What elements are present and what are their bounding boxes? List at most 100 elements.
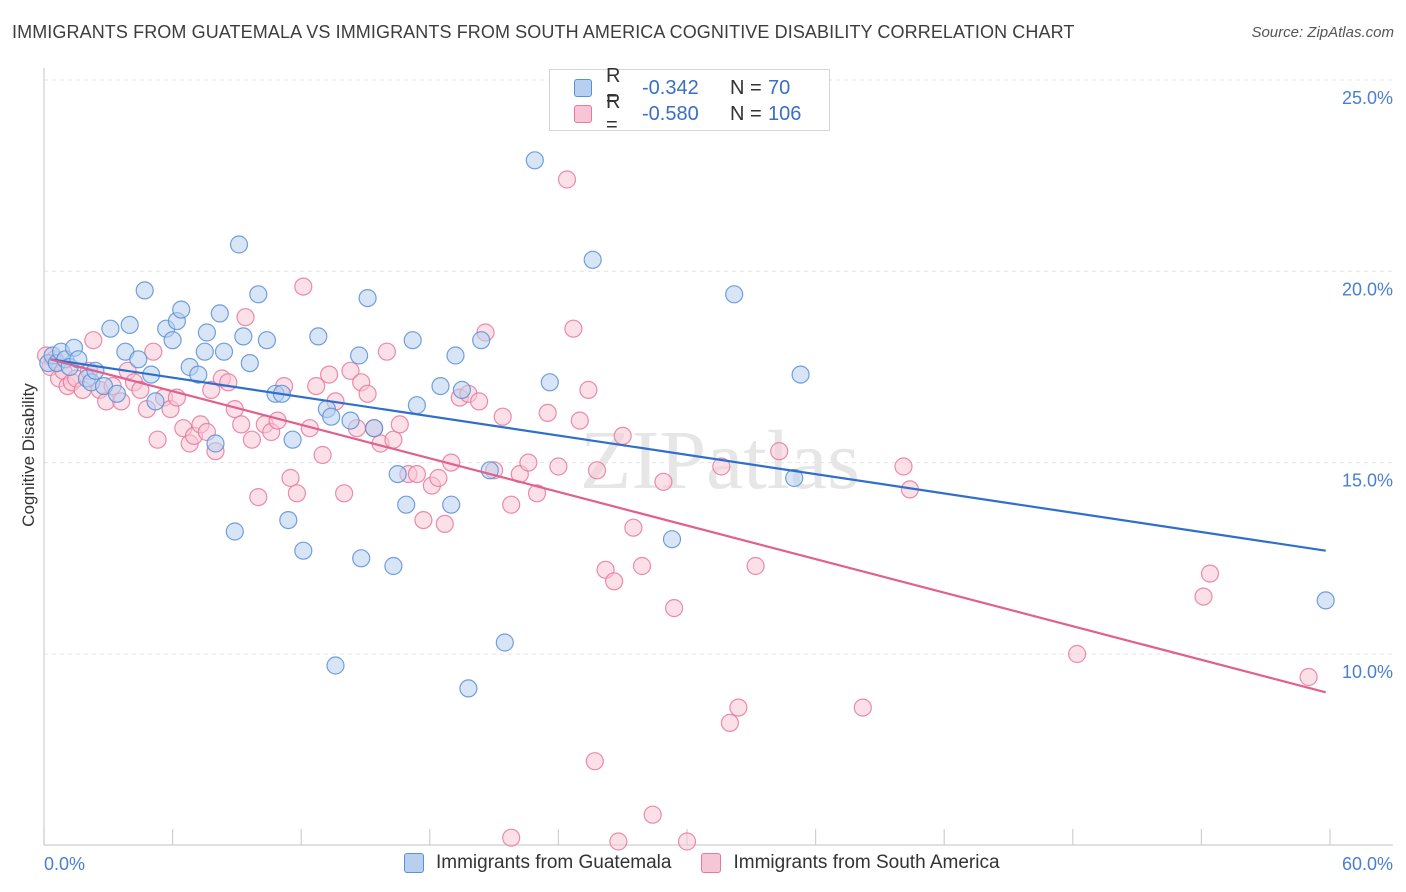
data-point xyxy=(172,300,191,319)
stats-row-guatemala: R = -0.342 N = 70 xyxy=(574,65,790,110)
data-point xyxy=(632,556,652,576)
data-point xyxy=(452,380,471,399)
r-label: R = xyxy=(606,91,621,136)
data-point xyxy=(388,465,407,484)
data-point xyxy=(146,392,165,411)
data-point xyxy=(662,530,682,549)
data-point xyxy=(770,442,789,461)
data-point xyxy=(403,331,422,350)
legend-swatch-blue xyxy=(404,853,424,873)
y-tick-label: 15.0% xyxy=(1342,471,1393,491)
data-point xyxy=(557,170,577,189)
data-point xyxy=(570,411,589,430)
data-point xyxy=(720,713,740,733)
data-point xyxy=(712,457,731,476)
data-point xyxy=(307,377,326,396)
data-point xyxy=(232,415,251,434)
data-point xyxy=(214,342,234,361)
data-point xyxy=(313,445,332,465)
data-point xyxy=(309,327,328,346)
data-point xyxy=(1299,667,1318,687)
stats-row-south-america: R = -0.580 N = 106 xyxy=(574,91,802,136)
data-point xyxy=(294,541,313,560)
data-point xyxy=(257,331,276,350)
data-point xyxy=(326,656,345,675)
data-point xyxy=(377,342,396,361)
data-point xyxy=(341,361,360,380)
legend-label: Immigrants from Guatemala xyxy=(436,852,672,873)
legend-item-guatemala: Immigrants from Guatemala xyxy=(404,852,671,874)
data-point xyxy=(664,598,684,618)
data-point xyxy=(197,323,216,342)
data-point xyxy=(654,472,673,491)
data-point xyxy=(414,510,433,530)
data-point xyxy=(446,346,465,365)
data-point xyxy=(219,373,238,392)
data-point xyxy=(1194,587,1213,606)
series-legend: Immigrants from Guatemala Immigrants fro… xyxy=(404,852,1030,874)
data-point xyxy=(135,281,154,300)
legend-swatch-pink xyxy=(574,105,592,123)
data-point xyxy=(283,430,302,449)
x-tick-label-max: 60.0% xyxy=(1342,854,1393,874)
data-point xyxy=(107,384,127,403)
data-point xyxy=(294,277,313,296)
data-point xyxy=(101,319,120,338)
data-point xyxy=(525,151,544,170)
data-point xyxy=(195,342,214,361)
data-point xyxy=(341,411,360,430)
data-point xyxy=(725,285,744,304)
chart-title: IMMIGRANTS FROM GUATEMALA VS IMMIGRANTS … xyxy=(12,22,1075,42)
data-point xyxy=(643,805,662,824)
series-south-america-points xyxy=(36,170,1318,851)
y-tick-labels: 10.0% 15.0% 20.0% 25.0% xyxy=(1342,88,1393,682)
data-point xyxy=(206,434,225,453)
data-point xyxy=(583,250,602,269)
data-point xyxy=(585,752,604,771)
data-point xyxy=(210,304,229,323)
data-point xyxy=(281,468,300,488)
data-point xyxy=(527,484,547,503)
data-point xyxy=(358,289,377,308)
data-point xyxy=(624,518,643,537)
data-point xyxy=(322,407,341,426)
data-point xyxy=(1316,591,1335,610)
data-point xyxy=(604,572,624,591)
data-point xyxy=(365,419,384,438)
data-point xyxy=(791,365,810,384)
n-label: N = xyxy=(730,102,762,125)
y-tick-label: 10.0% xyxy=(1342,662,1393,682)
trend-line-guatemala xyxy=(50,358,1326,552)
data-point xyxy=(350,346,369,365)
n-value: 106 xyxy=(768,102,802,125)
data-point xyxy=(472,331,491,350)
data-point xyxy=(1200,564,1220,583)
legend-item-south-america: Immigrants from South America xyxy=(701,852,1000,874)
data-point xyxy=(335,484,354,503)
data-point xyxy=(540,373,559,392)
data-point xyxy=(320,365,339,384)
data-point xyxy=(148,430,167,449)
data-point xyxy=(407,396,426,415)
legend-swatch-pink xyxy=(701,853,722,873)
stats-legend: R = -0.342 N = 70 R = -0.580 N = 106 xyxy=(549,65,830,136)
data-point xyxy=(431,377,450,396)
data-point xyxy=(120,315,139,334)
data-point xyxy=(390,415,409,434)
data-point xyxy=(435,514,454,534)
data-point xyxy=(358,384,377,403)
data-point xyxy=(564,319,583,338)
data-point xyxy=(279,510,298,530)
data-point xyxy=(397,495,416,514)
data-point xyxy=(729,698,748,717)
data-point xyxy=(384,556,403,576)
trend-line-south-america xyxy=(50,358,1326,694)
data-point xyxy=(352,549,371,568)
data-point xyxy=(384,430,403,449)
data-point xyxy=(609,832,628,851)
n-label: N = xyxy=(730,76,762,99)
data-point xyxy=(225,522,244,541)
data-point xyxy=(538,403,557,422)
data-point xyxy=(129,350,148,369)
data-point xyxy=(189,365,208,384)
